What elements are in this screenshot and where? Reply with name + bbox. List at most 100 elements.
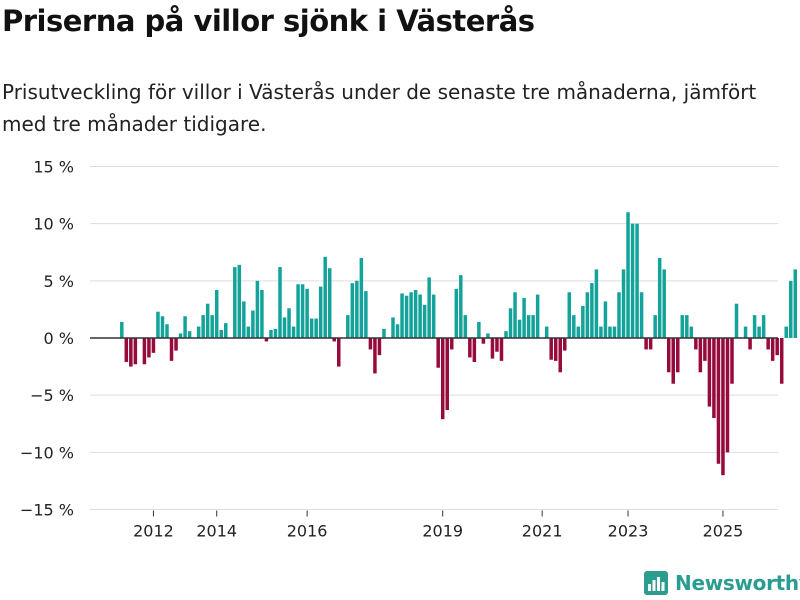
y-tick-label: 15 % — [33, 158, 74, 177]
bar-chart: 15 % 10 % 5 % 0 % −5 % −10 % −15 % 2012 2014 2016… — [20, 158, 798, 541]
bar — [142, 338, 147, 365]
chart-title: Priserna på villor sjönk i Västerås — [2, 4, 535, 38]
bar — [508, 308, 513, 338]
bar — [450, 338, 454, 350]
bar — [757, 326, 761, 338]
bar — [793, 269, 798, 338]
bar — [183, 316, 187, 338]
bar — [779, 338, 784, 384]
bar — [743, 326, 748, 338]
bar — [712, 338, 716, 419]
y-tick-label: 10 % — [33, 215, 74, 234]
bar — [725, 338, 730, 453]
bar — [237, 264, 242, 338]
bar — [224, 323, 228, 338]
bar — [346, 315, 350, 338]
x-tick-label: 2016 — [287, 522, 328, 541]
bar — [178, 333, 183, 338]
bar — [147, 338, 151, 358]
bar — [526, 315, 531, 338]
bar — [766, 338, 770, 350]
bar — [210, 315, 214, 338]
bar — [626, 212, 630, 338]
x-tick-label: 2019 — [422, 522, 463, 541]
x-tick-label: 2021 — [522, 522, 563, 541]
bar — [481, 338, 486, 344]
bar — [603, 301, 608, 338]
bar — [752, 315, 757, 338]
bar-chart-logo-icon — [644, 571, 668, 595]
bar — [273, 328, 278, 338]
bar — [730, 338, 734, 384]
bar — [445, 338, 449, 411]
bar — [608, 326, 612, 338]
y-tick-label: 0 % — [44, 329, 74, 348]
bar — [431, 294, 436, 338]
bar — [436, 338, 440, 368]
bar — [698, 338, 703, 373]
bar — [404, 295, 409, 338]
bar — [707, 338, 712, 407]
y-tick-label: −15 % — [20, 501, 74, 520]
bar — [612, 326, 617, 338]
bar — [590, 283, 594, 338]
bar — [477, 321, 481, 338]
bar — [151, 338, 156, 353]
bar — [581, 305, 585, 338]
bar — [156, 311, 160, 338]
bar — [242, 301, 246, 338]
bar — [174, 338, 178, 351]
bar — [413, 289, 418, 338]
bar — [255, 280, 260, 338]
bar — [666, 338, 671, 373]
bar — [318, 286, 323, 338]
bar — [165, 324, 169, 338]
bar — [576, 326, 581, 338]
x-tick-label: 2012 — [133, 522, 174, 541]
bar — [418, 294, 422, 338]
bar — [499, 338, 504, 361]
y-tick-label: −5 % — [30, 386, 74, 405]
bar — [359, 257, 364, 338]
bar — [463, 315, 468, 338]
bar — [517, 319, 522, 338]
bar — [169, 338, 174, 361]
x-tick-label: 2023 — [608, 522, 649, 541]
bar — [653, 315, 657, 338]
bar — [368, 338, 373, 350]
bar — [531, 315, 535, 338]
bar — [350, 283, 355, 338]
bar — [522, 297, 526, 338]
labels-layer: 15 % 10 % 5 % 0 % −5 % −10 % −15 % 2012 2014 2016… — [20, 158, 744, 541]
x-tick-label: 2025 — [703, 522, 744, 541]
bar — [129, 338, 133, 367]
bar — [332, 338, 336, 342]
bar — [594, 269, 599, 338]
bar — [657, 257, 662, 338]
bar — [219, 330, 223, 338]
bar — [703, 338, 707, 361]
bar — [685, 315, 689, 338]
bar — [694, 338, 698, 350]
bar — [671, 338, 675, 384]
bar — [422, 304, 427, 338]
bar — [770, 338, 775, 361]
bar — [721, 338, 725, 476]
bar — [287, 308, 291, 338]
bar — [689, 326, 694, 338]
grid-layer — [90, 166, 778, 510]
x-tick-label: 2014 — [196, 522, 237, 541]
bar — [296, 284, 300, 338]
bar — [187, 331, 192, 338]
brand-name: Newsworthy — [675, 571, 800, 595]
bar — [630, 223, 635, 338]
bar — [716, 338, 721, 464]
bar — [205, 303, 210, 338]
bar — [355, 280, 359, 338]
bar — [486, 333, 490, 338]
bar — [233, 267, 237, 338]
bar — [291, 326, 296, 338]
bar — [260, 289, 264, 338]
bar — [472, 338, 477, 363]
bar — [214, 289, 219, 338]
